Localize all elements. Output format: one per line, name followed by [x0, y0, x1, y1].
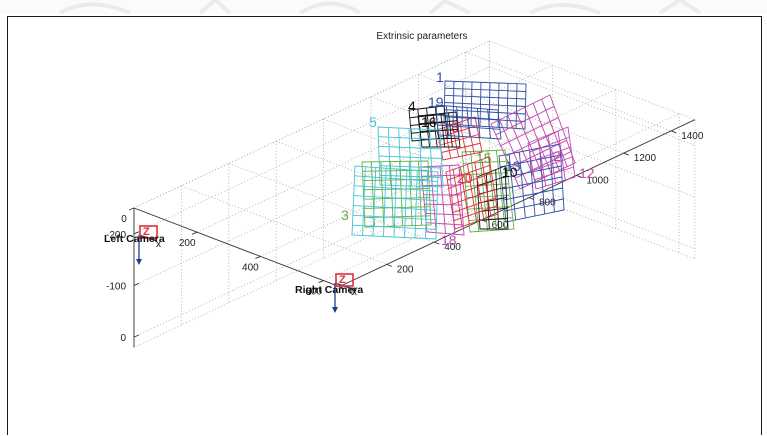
camera-arrow-icon — [332, 307, 338, 313]
board-index-label: 1 — [436, 69, 444, 85]
x-tick-mark — [192, 232, 197, 234]
board-index-label: 2 — [553, 148, 561, 164]
x-tick-label: 200 — [179, 238, 196, 249]
board-gridline — [515, 152, 571, 179]
board-gridline — [445, 95, 526, 99]
camera-name-label: Right Camera — [295, 284, 363, 296]
board-index-label: 19 — [428, 94, 444, 110]
y-tick-label: 200 — [397, 264, 414, 275]
x-tick-mark — [319, 281, 324, 283]
x-tick-label: 400 — [242, 262, 259, 273]
y-tick-mark — [387, 264, 392, 266]
board-gridline — [415, 171, 417, 239]
decorative-banner-icon — [0, 0, 767, 14]
wall-gridline — [134, 67, 490, 234]
board-gridline — [394, 169, 397, 237]
camera-arrow-icon — [136, 259, 142, 265]
x-tick-mark — [129, 208, 134, 210]
y-tick-mark — [671, 131, 676, 133]
floor-gridline — [466, 52, 671, 131]
y-tick-label: 1200 — [634, 153, 657, 164]
board-gridline — [390, 162, 393, 227]
wall-gridline — [134, 118, 490, 285]
x-tick-mark — [255, 256, 260, 258]
board-gridline — [467, 108, 470, 138]
z-tick-label: -100 — [106, 281, 126, 292]
box-edge — [134, 180, 490, 347]
box-edge — [490, 41, 695, 120]
board-index-label: 4 — [408, 98, 416, 114]
board-gridline — [445, 88, 526, 91]
z-tick-label: 0 — [120, 333, 126, 344]
camera-name-label: Left Camera — [104, 233, 165, 245]
x-axis-line — [134, 208, 339, 287]
board-index-label: 3 — [341, 207, 349, 223]
chart-title: Extrinsic parameters — [376, 31, 467, 42]
y-axis-line — [339, 120, 695, 287]
y-tick-mark — [434, 242, 439, 244]
board-index-label: 18 — [441, 232, 457, 248]
box-edge — [490, 180, 695, 259]
board-index-label: 10 — [502, 164, 518, 180]
floor-gridline — [229, 163, 434, 242]
x-tick-label: 0 — [121, 214, 127, 225]
top-banner-strip — [0, 0, 767, 14]
board-gridline — [400, 161, 403, 225]
z-tick-mark — [134, 335, 139, 337]
z-tick-mark — [134, 283, 139, 285]
y-tick-label: 1400 — [681, 131, 704, 142]
board-index-label: 5 — [369, 114, 377, 130]
board-gridline — [423, 185, 461, 186]
board-gridline — [445, 103, 526, 107]
y-tick-mark — [624, 153, 629, 155]
board-index-label: 12 — [579, 165, 595, 181]
